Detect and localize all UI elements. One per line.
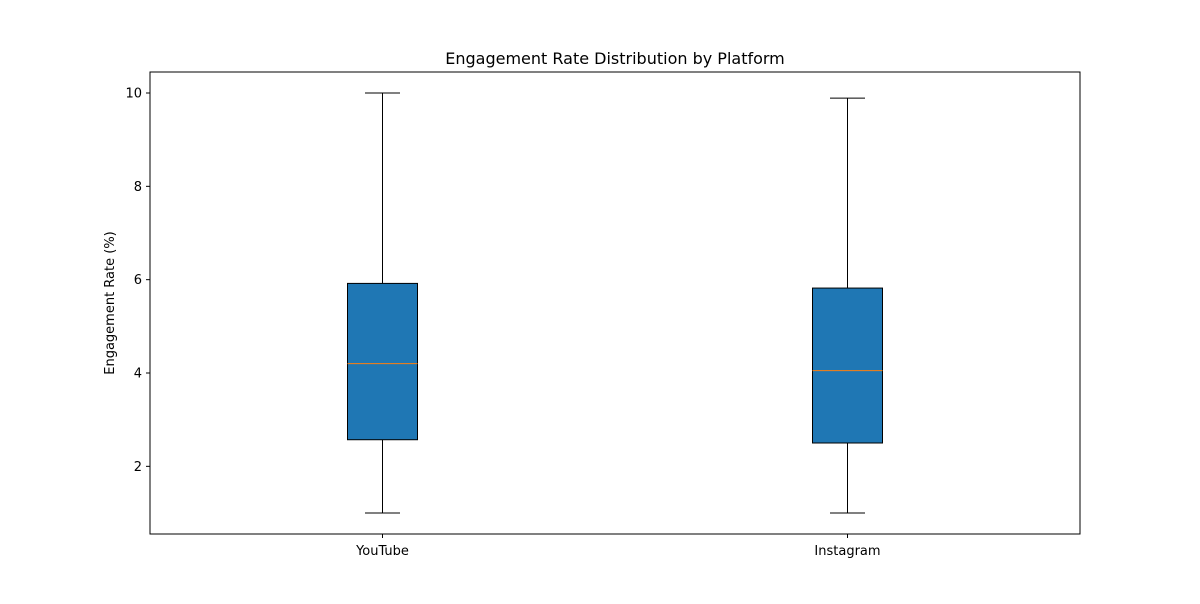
y-tick-label: 2: [134, 460, 142, 475]
plot-frame: [149, 71, 1081, 535]
y-tick-label: 6: [134, 273, 142, 288]
box-instagram: [812, 287, 883, 444]
chart-title: Engagement Rate Distribution by Platform: [445, 49, 785, 68]
box-youtube: [347, 282, 418, 441]
y-tick-label: 10: [125, 87, 142, 102]
chart-marks: 2 4 6 8 10 YouTube Instagram: [125, 87, 883, 559]
y-axis-label: Engagement Rate (%): [103, 231, 118, 375]
x-tick-label-instagram: Instagram: [814, 544, 880, 559]
y-tick-label: 8: [134, 180, 142, 195]
y-tick-label: 4: [134, 367, 142, 382]
x-tick-label-youtube: YouTube: [355, 544, 409, 559]
